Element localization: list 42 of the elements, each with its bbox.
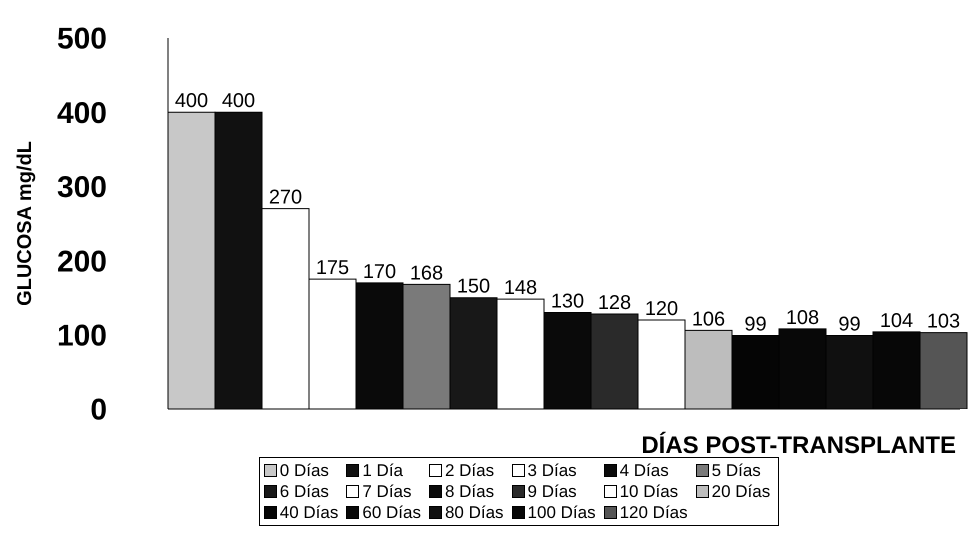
data-label: 148 [504, 277, 538, 300]
data-label: 120 [644, 298, 678, 320]
data-label: 128 [598, 292, 632, 314]
legend-label: 80 Días [444, 502, 504, 523]
data-label: 108 [786, 306, 820, 329]
data-label: 103 [926, 310, 960, 333]
legend-label: 60 Días [361, 502, 421, 523]
data-label: 99 [838, 314, 861, 336]
legend-label: 3 Días [526, 460, 578, 481]
data-label: 168 [410, 262, 444, 284]
legend-label: 10 Días [618, 481, 680, 502]
x-axis-title: DÍAS POST-TRANSPLANTE [641, 431, 956, 459]
legend-label: 120 Días [618, 502, 688, 523]
legend-label: 0 Días [278, 460, 330, 481]
y-axis-title: GLUCOSA mg/dL [14, 141, 36, 306]
data-label: 400 [174, 90, 208, 112]
y-tick-label: 300 [56, 171, 107, 204]
data-label: 400 [222, 90, 256, 112]
data-label: 130 [550, 290, 584, 313]
data-label: 175 [316, 257, 350, 280]
legend-label: 9 Días [526, 481, 578, 502]
data-label: 150 [456, 276, 490, 298]
data-label: 270 [268, 186, 302, 209]
data-label: 106 [692, 308, 726, 330]
legend-label: 4 Días [618, 460, 670, 481]
y-tick-label: 500 [56, 22, 107, 56]
y-tick-label: 0 [90, 394, 107, 427]
data-label: 170 [362, 260, 396, 283]
legend-label: 7 Días [361, 481, 412, 502]
legend-label: 2 Días [444, 460, 496, 481]
legend-label: 100 Días [526, 502, 596, 523]
y-tick-label: 200 [56, 245, 107, 278]
legend-label: 5 Días [710, 460, 762, 481]
data-label: 104 [880, 310, 914, 332]
data-label: 99 [744, 314, 767, 336]
y-tick-label: 400 [56, 96, 107, 130]
legend-label: 40 Días [278, 502, 338, 523]
legend-label: 6 Días [278, 481, 330, 502]
y-tick-label: 100 [56, 319, 107, 352]
legend-label: 20 Días [710, 481, 770, 502]
legend-label: 1 Día [361, 460, 404, 481]
legend-label: 8 Días [444, 481, 496, 502]
